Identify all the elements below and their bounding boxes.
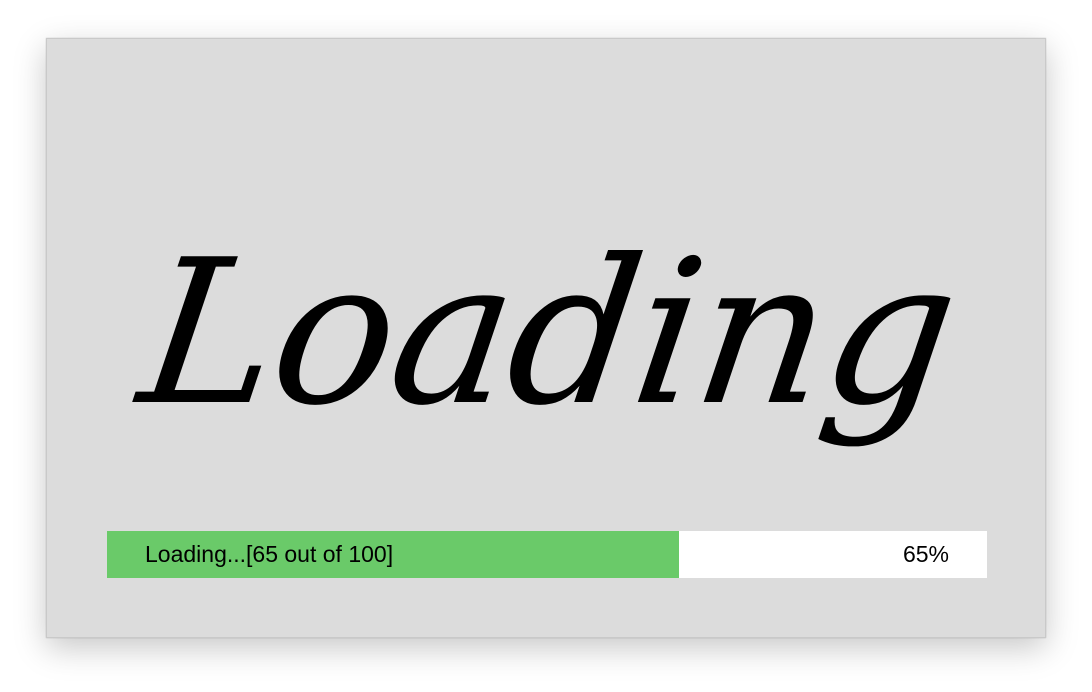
progress-bar: Loading...[65 out of 100] 65%: [107, 531, 987, 578]
splash-title: Loading: [128, 217, 969, 450]
progress-percent: 65%: [902, 541, 949, 567]
progress-label: Loading...[65 out of 100]: [145, 541, 394, 567]
progress-fill: [107, 531, 679, 578]
splash-window: Loading Loading...[65 out of 100] 65%: [46, 38, 1046, 638]
